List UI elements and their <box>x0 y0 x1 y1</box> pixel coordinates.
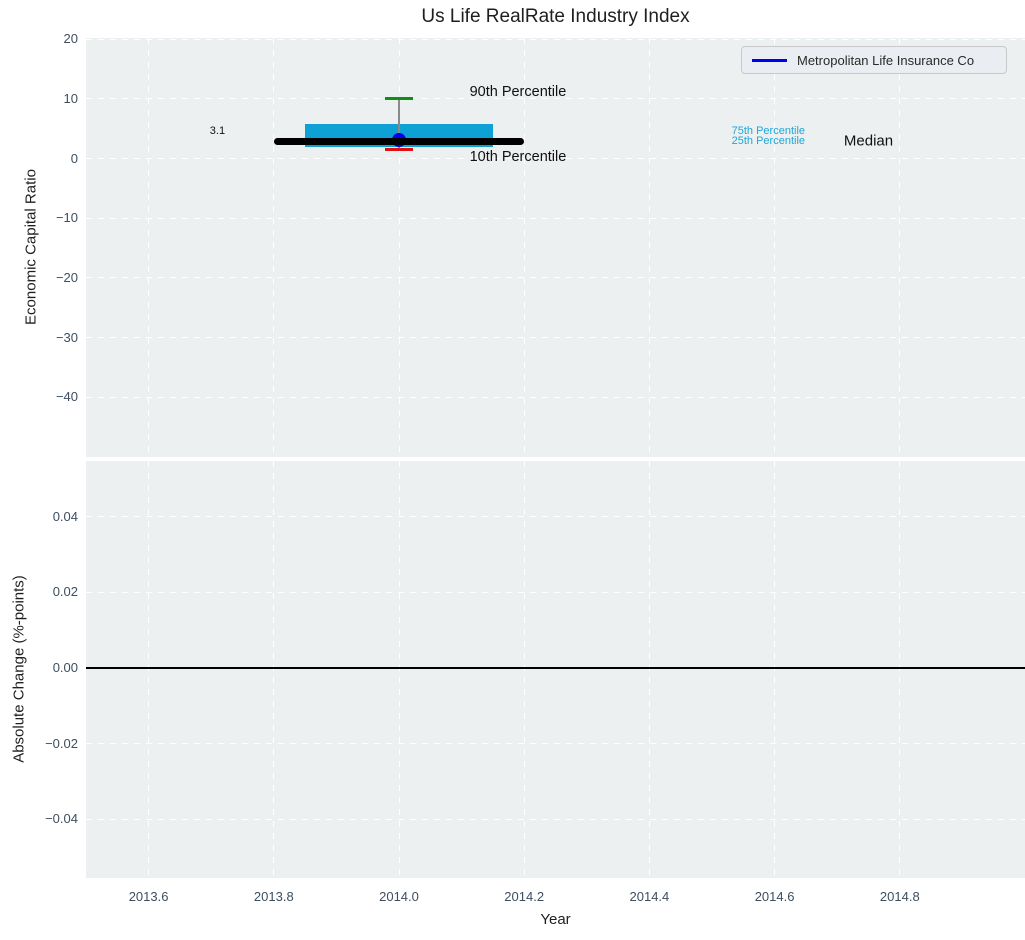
gridline-horizontal <box>86 516 1025 518</box>
gridline-horizontal <box>86 277 1025 279</box>
legend: Metropolitan Life Insurance Co <box>741 46 1007 74</box>
whisker-line <box>398 98 400 149</box>
gridline-horizontal <box>86 217 1025 219</box>
annotation-10th-percentile: 10th Percentile <box>469 148 567 165</box>
gridline-horizontal <box>86 38 1025 40</box>
y-tick-label: −0.04 <box>45 811 78 827</box>
gridline-horizontal <box>86 591 1025 593</box>
legend-label: Metropolitan Life Insurance Co <box>797 52 975 68</box>
gridline-vertical <box>648 38 650 457</box>
x-tick-label: 2013.8 <box>253 889 294 904</box>
x-tick-label: 2014.0 <box>379 889 419 904</box>
annotation-median: Median <box>843 132 894 150</box>
gridline-horizontal <box>86 98 1025 100</box>
annotation-75th-percentile: 75th Percentile <box>731 124 806 137</box>
gridline-horizontal <box>86 158 1025 160</box>
gridline-vertical <box>523 461 525 878</box>
y-tick-label: 10 <box>63 90 78 106</box>
y-tick-label: 0 <box>70 150 78 166</box>
median-line <box>273 138 525 146</box>
y-tick-label: 0.00 <box>52 659 78 675</box>
zero-line <box>86 666 1025 669</box>
x-tick-label: 2013.6 <box>128 889 169 904</box>
chart-title: Us Life RealRate Industry Index <box>421 6 690 27</box>
gridline-vertical <box>398 461 400 878</box>
x-tick-label: 2014.4 <box>629 889 670 904</box>
annotation-3-1: 3.1 <box>209 125 226 138</box>
top-plot-area: 3.1 90th Percentile 10th Percentile 75th Pe… <box>86 38 1025 457</box>
gridline-vertical <box>273 461 275 878</box>
x-tick-label: 2014.8 <box>879 889 920 904</box>
gridline-vertical <box>774 461 776 878</box>
cap-10th-percentile <box>385 147 413 151</box>
gridline-horizontal <box>86 337 1025 339</box>
y-tick-label: 0.04 <box>52 508 78 524</box>
annotation-25th-percentile: 25th Percentile <box>731 135 806 148</box>
gridline-vertical <box>148 461 150 878</box>
gridline-vertical <box>523 38 525 457</box>
x-tick-label: 2014.6 <box>754 889 795 904</box>
gridline-horizontal <box>86 818 1025 820</box>
y-tick-label: −0.02 <box>45 735 78 751</box>
y-tick-label: −10 <box>55 210 78 226</box>
x-axis-label: Year <box>540 911 571 928</box>
cap-90th-percentile <box>385 97 413 101</box>
gridline-horizontal <box>86 396 1025 398</box>
y-tick-label: −30 <box>55 329 78 345</box>
y-tick-label: −40 <box>55 389 78 405</box>
y-tick-label: 20 <box>63 31 78 47</box>
gridline-vertical <box>899 461 901 878</box>
annotation-90th-percentile: 90th Percentile <box>469 83 567 100</box>
legend-line-icon <box>752 58 787 62</box>
x-tick-label: 2014.2 <box>504 889 545 904</box>
gridline-vertical <box>648 461 650 878</box>
gridline-vertical <box>774 38 776 457</box>
bottom-plot-area <box>86 461 1025 878</box>
top-y-axis-label: Economic Capital Ratio <box>22 169 40 325</box>
gridline-vertical <box>398 38 400 457</box>
gridline-vertical <box>899 38 901 457</box>
gridline-horizontal <box>86 743 1025 745</box>
gridline-vertical <box>148 38 150 457</box>
gridline-vertical <box>273 38 275 457</box>
y-tick-label: 0.02 <box>52 584 78 600</box>
y-tick-label: −20 <box>55 269 78 285</box>
